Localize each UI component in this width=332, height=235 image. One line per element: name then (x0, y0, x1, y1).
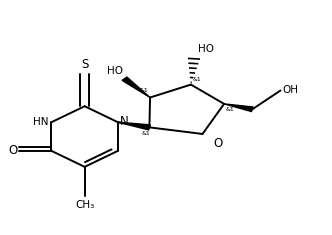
Text: &1: &1 (140, 88, 148, 93)
Text: OH: OH (282, 86, 298, 95)
Text: HO: HO (107, 66, 123, 76)
Text: HN: HN (33, 117, 49, 127)
Text: O: O (8, 144, 18, 157)
Text: S: S (81, 58, 88, 70)
Text: N: N (120, 115, 128, 128)
Text: &1: &1 (226, 107, 234, 112)
Polygon shape (122, 77, 150, 98)
Polygon shape (118, 122, 150, 130)
Text: &1: &1 (193, 77, 201, 82)
Text: O: O (214, 137, 223, 149)
Text: HO: HO (198, 44, 213, 54)
Polygon shape (224, 104, 253, 112)
Text: &1: &1 (142, 131, 150, 136)
Text: CH₃: CH₃ (75, 200, 94, 210)
